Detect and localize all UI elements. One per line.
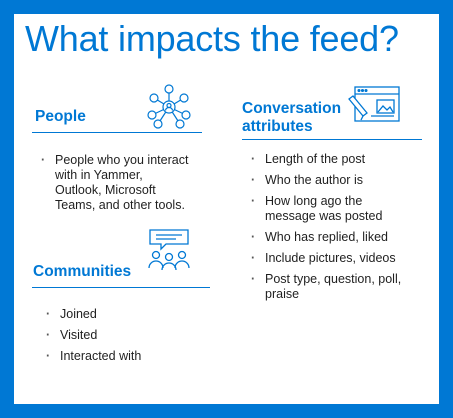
- list-item: Who the author is: [250, 173, 410, 188]
- slide-title: What impacts the feed?: [25, 18, 399, 59]
- people-list: People who you interact with in Yammer, …: [40, 153, 190, 213]
- communities-divider: [32, 287, 210, 288]
- people-divider: [32, 132, 202, 133]
- list-item: Interacted with: [45, 349, 205, 364]
- conversation-divider: [242, 139, 422, 140]
- conversation-heading-line2: attributes: [242, 118, 313, 135]
- list-item: Include pictures, videos: [250, 251, 410, 266]
- community-chat-icon: [148, 229, 190, 271]
- people-heading: People: [35, 108, 86, 125]
- list-item: Length of the post: [250, 152, 410, 167]
- conversation-heading-line1: Conversation: [242, 100, 342, 117]
- list-item: How long ago the message was posted: [250, 194, 410, 224]
- communities-list: Joined Visited Interacted with: [45, 307, 205, 364]
- people-network-icon: [147, 84, 191, 129]
- conversation-heading: Conversation attributes: [242, 100, 341, 136]
- list-item: Joined: [45, 307, 205, 322]
- list-item: People who you interact with in Yammer, …: [40, 153, 190, 213]
- slide-card: What impacts the feed?: [14, 14, 439, 404]
- list-item: Visited: [45, 328, 205, 343]
- list-item: Post type, question, poll, praise: [250, 272, 410, 302]
- document-edit-icon: [348, 86, 400, 122]
- conversation-list: Length of the post Who the author is How…: [250, 152, 410, 302]
- communities-heading: Communities: [33, 263, 132, 280]
- list-item: Who has replied, liked: [250, 230, 410, 245]
